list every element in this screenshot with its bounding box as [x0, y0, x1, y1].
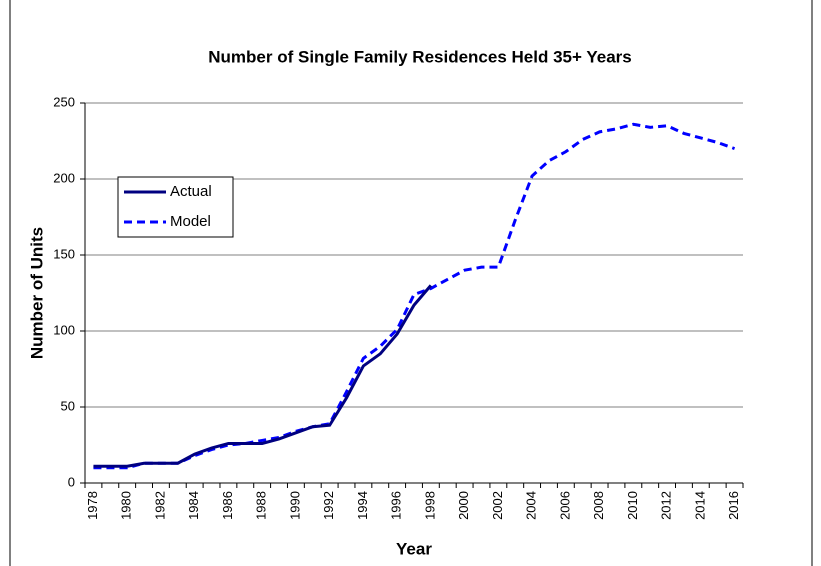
x-tick-label: 1986: [220, 491, 235, 520]
y-tick-label: 200: [53, 170, 75, 185]
x-tick-label: 2002: [490, 491, 505, 520]
chart-frame: [9, 0, 813, 566]
x-tick-label: 2016: [726, 491, 741, 520]
x-tick-label: 1984: [186, 491, 201, 520]
legend-label: Actual: [170, 183, 212, 200]
x-axis-label: Year: [396, 539, 432, 558]
x-tick-label: 1990: [287, 491, 302, 520]
x-tick-label: 1998: [422, 491, 437, 520]
data-line: [93, 284, 433, 468]
x-tick-label: 2010: [625, 491, 640, 520]
x-tick-label: 1994: [355, 491, 370, 520]
x-tick-label: 2008: [591, 491, 606, 520]
x-tick-label: 2000: [456, 491, 471, 520]
y-tick-label: 0: [68, 474, 75, 489]
x-tick-label: 1982: [152, 491, 167, 520]
y-tick-label: 50: [61, 398, 75, 413]
x-tick-label: 1992: [321, 491, 336, 520]
x-tick-label: 1988: [254, 491, 269, 520]
x-tick-label: 2012: [659, 491, 674, 520]
x-tick-label: 2006: [557, 491, 572, 520]
y-tick-label: 150: [53, 246, 75, 261]
data-line: [93, 122, 736, 470]
x-tick-label: 2004: [524, 491, 539, 520]
x-tick-label: 1996: [389, 491, 404, 520]
y-tick-label: 100: [53, 322, 75, 337]
x-tick-label: 2014: [692, 491, 707, 520]
x-tick-label: 1980: [119, 491, 134, 520]
y-tick-label: 250: [53, 94, 75, 109]
legend-label: Model: [170, 213, 211, 230]
x-tick-label: 1978: [85, 491, 100, 520]
y-axis-label: Number of Units: [27, 227, 46, 359]
chart-title: Number of Single Family Residences Held …: [208, 47, 631, 66]
legend-box: [117, 176, 234, 238]
